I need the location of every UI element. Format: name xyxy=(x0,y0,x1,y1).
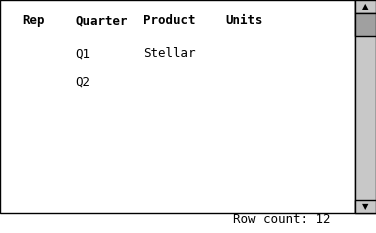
Text: Q1: Q1 xyxy=(75,47,90,60)
Text: Row count: 12: Row count: 12 xyxy=(233,213,331,226)
Text: Q2: Q2 xyxy=(75,75,90,88)
FancyBboxPatch shape xyxy=(0,0,355,213)
Text: Product: Product xyxy=(143,14,196,27)
FancyBboxPatch shape xyxy=(355,0,376,13)
Text: ▲: ▲ xyxy=(362,2,369,11)
Text: Quarter: Quarter xyxy=(75,14,128,27)
FancyBboxPatch shape xyxy=(355,0,376,213)
Text: ▼: ▼ xyxy=(362,202,369,211)
FancyBboxPatch shape xyxy=(355,13,376,36)
Text: Rep: Rep xyxy=(23,14,45,27)
Text: Stellar: Stellar xyxy=(143,47,196,60)
Text: Units: Units xyxy=(226,14,263,27)
FancyBboxPatch shape xyxy=(355,200,376,213)
